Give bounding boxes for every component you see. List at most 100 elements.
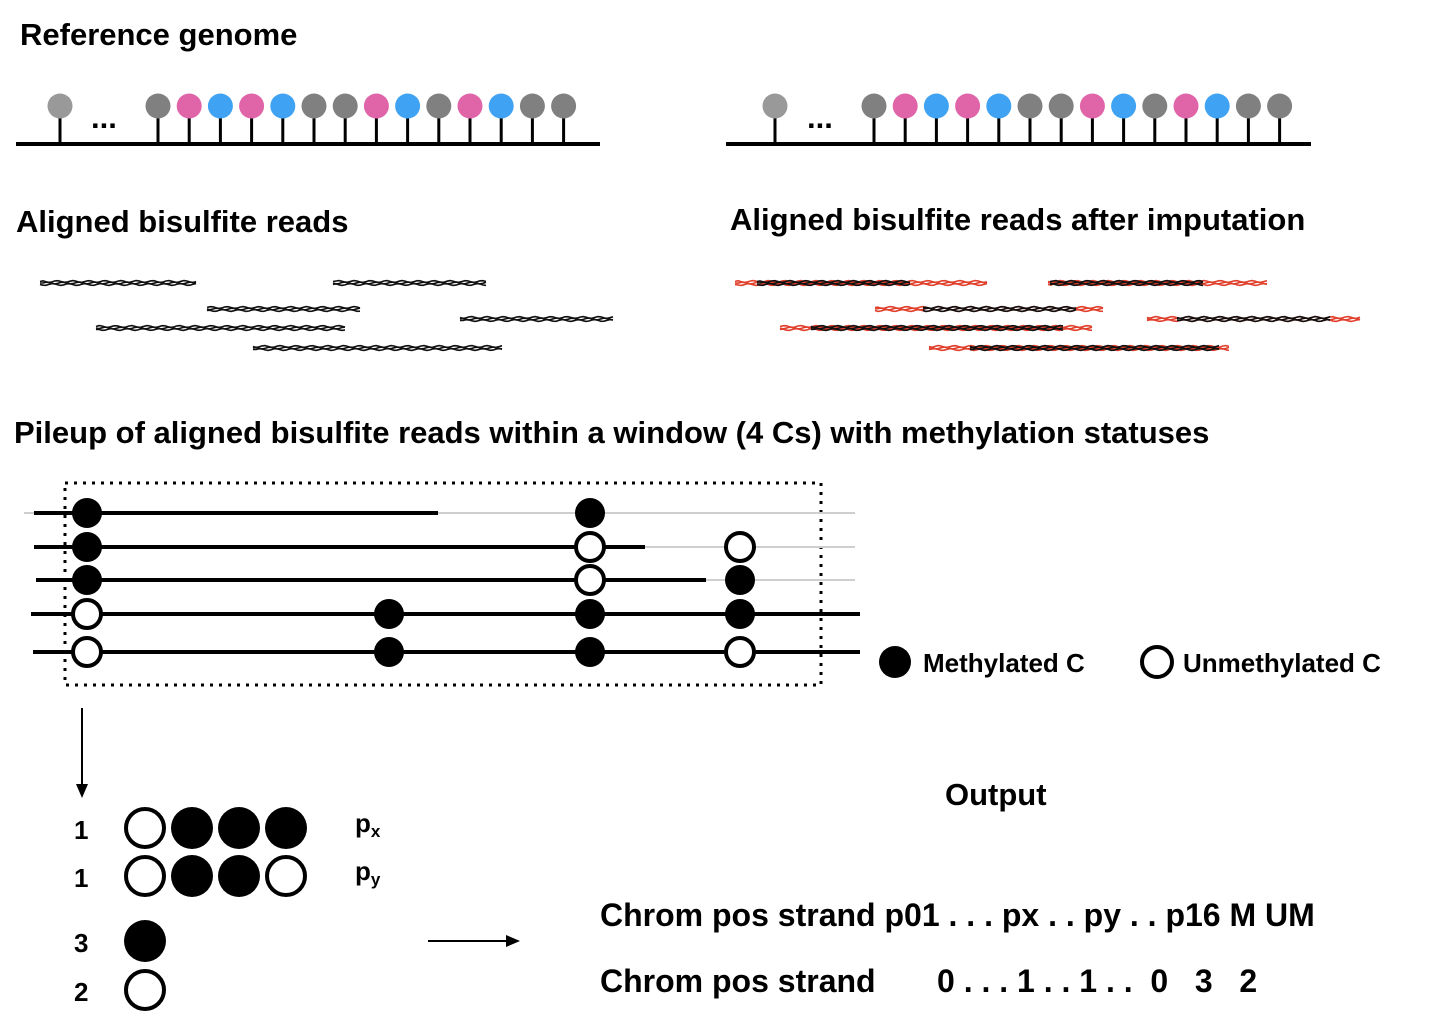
pileup-read bbox=[34, 531, 855, 563]
read-stroke bbox=[734, 282, 988, 287]
imputed-read bbox=[779, 324, 1093, 332]
unmethylated-c-marker bbox=[574, 564, 606, 596]
methylated-c-marker bbox=[218, 855, 260, 897]
cpg-site-marker bbox=[207, 93, 233, 119]
read-stroke bbox=[460, 318, 614, 323]
unmethylated-c-marker bbox=[724, 636, 756, 668]
imputed-read bbox=[734, 279, 988, 287]
unmethylated-c-marker bbox=[124, 969, 166, 1011]
read-stroke bbox=[332, 282, 487, 287]
cpg-site-marker bbox=[762, 93, 788, 119]
cpg-site-marker bbox=[955, 93, 981, 119]
output-heading: Output bbox=[945, 777, 1047, 812]
cpg-site-marker bbox=[986, 93, 1012, 119]
pileup-window bbox=[24, 481, 860, 687]
read-stroke bbox=[253, 347, 503, 352]
methylated-c-marker bbox=[374, 637, 404, 667]
methylated-c-marker bbox=[265, 807, 307, 849]
cpg-site-marker bbox=[1111, 93, 1137, 119]
cpg-site-marker bbox=[176, 93, 202, 119]
output-row-values: 0 . . . 1 . . 1 . . 0 3 2 bbox=[937, 963, 1257, 999]
cpg-site-marker bbox=[923, 93, 949, 119]
pattern-label: py bbox=[355, 856, 381, 889]
imputed-read bbox=[928, 344, 1230, 352]
pattern-row: 1 py bbox=[74, 855, 381, 897]
methylated-c-marker bbox=[374, 599, 404, 629]
cpg-site-marker bbox=[861, 93, 887, 119]
cpg-site-marker bbox=[519, 93, 545, 119]
methylated-c-marker bbox=[171, 807, 213, 849]
right-arrow-icon bbox=[428, 935, 520, 947]
aligned-read bbox=[459, 315, 614, 323]
pileup-read bbox=[33, 636, 860, 668]
cpg-site-marker bbox=[426, 93, 452, 119]
unmethylated-c-marker bbox=[724, 531, 756, 563]
cpg-site-marker bbox=[145, 93, 171, 119]
read-stroke bbox=[969, 347, 1220, 352]
cpg-site-marker bbox=[892, 93, 918, 119]
cpg-site-marker bbox=[47, 93, 73, 119]
methylated-c-marker bbox=[72, 532, 102, 562]
unmethylated-c-marker bbox=[265, 855, 307, 897]
aligned-reads-heading: Aligned bisulfite reads bbox=[16, 204, 348, 239]
read-stroke bbox=[1177, 318, 1331, 323]
unmethylated-c-marker bbox=[124, 807, 166, 849]
methylated-c-marker bbox=[725, 599, 755, 629]
methylated-c-marker bbox=[124, 920, 166, 962]
read-stroke bbox=[1049, 282, 1204, 287]
methylated-c-marker bbox=[725, 565, 755, 595]
cpg-site-marker bbox=[1235, 93, 1261, 119]
imputed-read bbox=[874, 305, 1104, 313]
pattern-row: 3 bbox=[74, 920, 166, 962]
read-stroke bbox=[95, 327, 346, 332]
unmethylated-c-marker bbox=[124, 855, 166, 897]
cpg-site-marker bbox=[488, 93, 514, 119]
unmethylated-legend-label: Unmethylated C bbox=[1183, 648, 1381, 678]
methylated-c-marker bbox=[575, 599, 605, 629]
cpg-site-marker bbox=[1079, 93, 1105, 119]
imputed-reads-heading: Aligned bisulfite reads after imputation bbox=[730, 202, 1305, 237]
methylated-c-marker bbox=[218, 807, 260, 849]
unmethylated-c-marker bbox=[574, 531, 606, 563]
methylated-legend-label: Methylated C bbox=[923, 648, 1085, 678]
pileup-read bbox=[36, 564, 855, 596]
read-stroke bbox=[922, 308, 1077, 313]
reference-strand-right bbox=[726, 93, 1311, 146]
imputed-reads bbox=[734, 279, 1361, 352]
aligned-read bbox=[95, 324, 346, 332]
pileup-heading: Pileup of aligned bisulfite reads within… bbox=[14, 415, 1209, 450]
cpg-site-marker bbox=[1048, 93, 1074, 119]
pattern-count: 1 bbox=[74, 863, 88, 893]
pattern-label: px bbox=[355, 808, 381, 841]
methylated-c-marker bbox=[575, 637, 605, 667]
cpg-site-marker bbox=[301, 93, 327, 119]
unmethylated-legend-icon bbox=[1140, 645, 1174, 679]
aligned-read bbox=[332, 279, 487, 287]
imputed-read bbox=[1047, 279, 1268, 287]
aligned-read bbox=[39, 279, 197, 287]
pattern-row: 2 bbox=[74, 969, 166, 1011]
cpg-site-marker bbox=[363, 93, 389, 119]
aligned-read bbox=[206, 305, 361, 313]
unmethylated-c-marker bbox=[71, 598, 103, 630]
read-stroke bbox=[810, 327, 1064, 332]
cpg-site-marker bbox=[332, 93, 358, 119]
aligned-read bbox=[252, 344, 503, 352]
cpg-site-marker bbox=[239, 93, 265, 119]
cpg-site-marker bbox=[1267, 93, 1293, 119]
reference-ellipsis-right: ... bbox=[807, 100, 833, 135]
read-stroke bbox=[922, 305, 1077, 310]
methylated-c-marker bbox=[72, 498, 102, 528]
cpg-site-marker bbox=[1142, 93, 1168, 119]
pattern-count: 2 bbox=[74, 977, 88, 1007]
read-stroke bbox=[206, 308, 361, 313]
pattern-count: 1 bbox=[74, 815, 88, 845]
cpg-site-marker bbox=[1204, 93, 1230, 119]
aligned-reads bbox=[39, 279, 614, 352]
cpg-site-marker bbox=[457, 93, 483, 119]
unmethylated-c-marker bbox=[71, 636, 103, 668]
methylated-c-marker bbox=[171, 855, 213, 897]
read-stroke bbox=[756, 282, 911, 287]
pileup-read bbox=[31, 598, 860, 630]
